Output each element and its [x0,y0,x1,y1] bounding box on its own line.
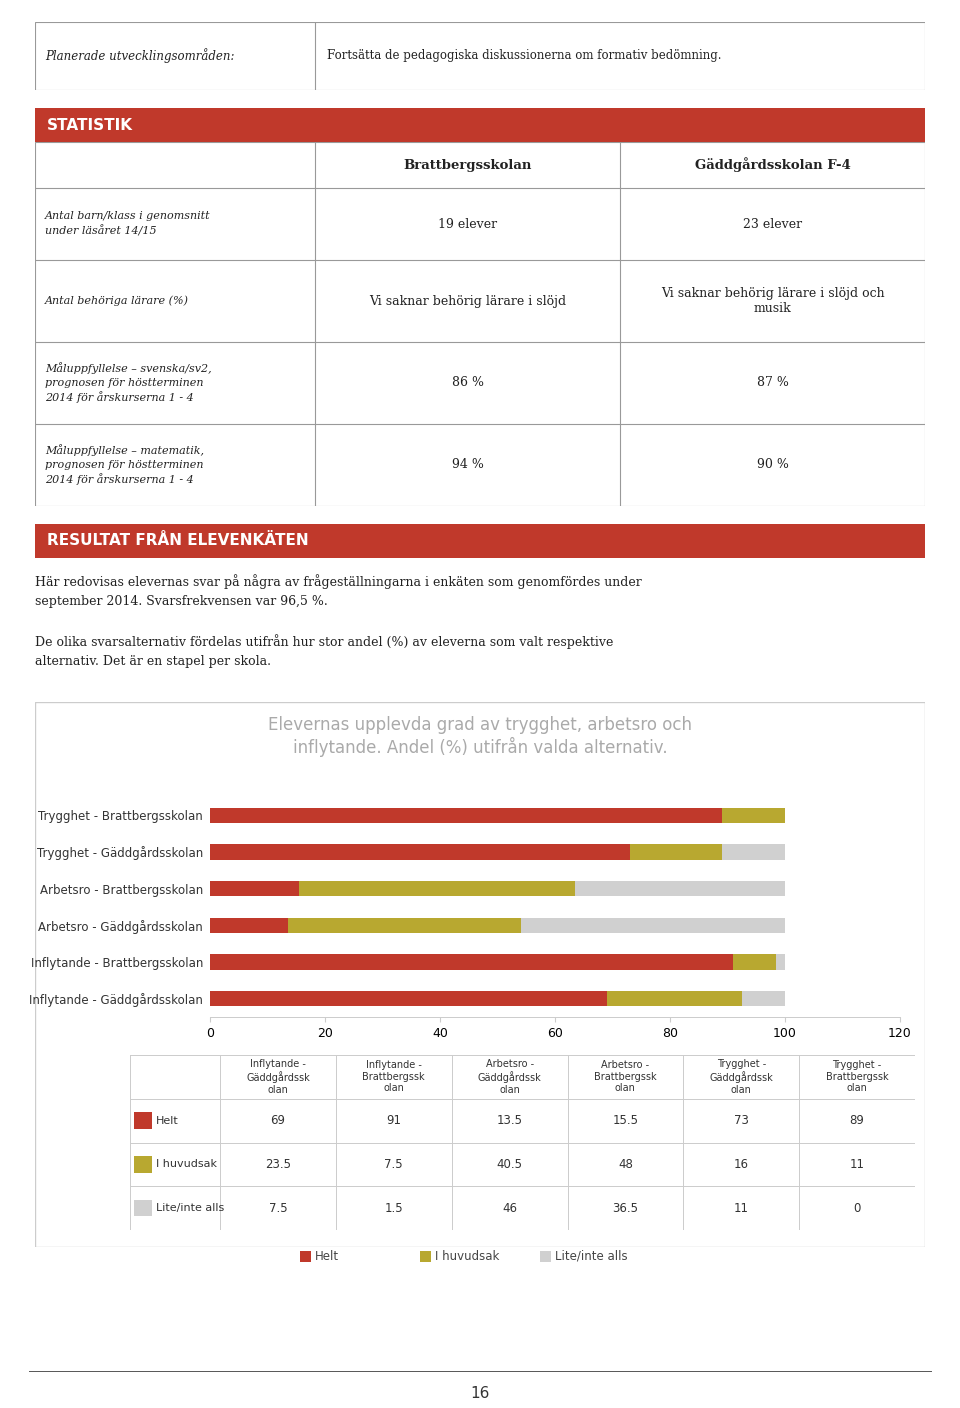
Text: Trygghet -
Gäddgårdssk
olan: Trygghet - Gäddgårdssk olan [709,1059,773,1094]
Text: Måluppfyllelse – matematik,
prognosen för höstterminen
2014 för årskurserna 1 - : Måluppfyllelse – matematik, prognosen fö… [45,445,204,486]
Text: De olika svarsalternativ fördelas utifrån hur stor andel (%) av eleverna som val: De olika svarsalternativ fördelas utifrå… [35,635,613,669]
Text: 69: 69 [271,1114,285,1128]
Text: 86 %: 86 % [451,376,484,390]
Text: 73: 73 [733,1114,749,1128]
Text: Fortsätta de pedagogiska diskussionerna om formativ bedömning.: Fortsätta de pedagogiska diskussionerna … [327,49,722,62]
Text: 89: 89 [850,1114,865,1128]
Text: Lite/inte alls: Lite/inte alls [555,1249,628,1263]
Text: Arbetsro -
Brattbergssk
olan: Arbetsro - Brattbergssk olan [594,1060,657,1094]
Text: 16: 16 [733,1157,749,1171]
Text: Antal behöriga lärare (%): Antal behöriga lärare (%) [45,296,189,307]
Text: Vi saknar behörig lärare i slöjd och
musik: Vi saknar behörig lärare i slöjd och mus… [660,287,884,315]
Text: 23.5: 23.5 [265,1157,291,1171]
Text: Lite/inte alls: Lite/inte alls [156,1202,224,1214]
Text: Elevernas upplevda grad av trygghet, arbetsro och
inflytande. Andel (%) utifrån : Elevernas upplevda grad av trygghet, arb… [268,715,692,758]
Bar [210,845,630,860]
Bar [722,845,785,860]
Text: Trygghet -
Brattbergssk
olan: Trygghet - Brattbergssk olan [826,1060,888,1094]
Text: 11: 11 [733,1201,749,1215]
Bar [630,845,722,860]
Bar [210,955,733,970]
Text: 36.5: 36.5 [612,1201,638,1215]
Bar [210,881,300,897]
Bar [288,918,520,934]
Text: 19 elever: 19 elever [438,217,497,231]
Text: Arbetsro -
Gäddgårdssk
olan: Arbetsro - Gäddgårdssk olan [478,1059,541,1094]
Text: Måluppfyllelse – svenska/sv2,
prognosen för höstterminen
2014 för årskurserna 1 : Måluppfyllelse – svenska/sv2, prognosen … [45,363,211,404]
Text: 94 %: 94 % [451,459,484,472]
Bar [134,1156,153,1173]
Text: RESULTAT FRÅN ELEVENKÄTEN: RESULTAT FRÅN ELEVENKÄTEN [47,534,308,549]
Text: 11: 11 [850,1157,865,1171]
Bar [210,991,607,1007]
Text: Här redovisas elevernas svar på några av frågeställningarna i enkäten som genomf: Här redovisas elevernas svar på några av… [35,574,641,608]
Bar [134,1112,153,1129]
Text: 48: 48 [618,1157,633,1171]
Bar [742,991,785,1007]
Text: Vi saknar behörig lärare i slöjd: Vi saknar behörig lärare i slöjd [369,294,566,307]
Bar [540,1250,551,1262]
Bar [733,955,777,970]
Bar [520,918,785,934]
Text: 16: 16 [470,1385,490,1401]
Text: 46: 46 [502,1201,517,1215]
Text: Planerade utvecklingsområden:: Planerade utvecklingsområden: [45,48,234,63]
Text: I huvudsak: I huvudsak [156,1159,217,1170]
Text: 40.5: 40.5 [496,1157,522,1171]
Bar [300,881,575,897]
Text: 91: 91 [386,1114,401,1128]
Text: Helt: Helt [315,1249,339,1263]
Text: Inflytande -
Brattbergssk
olan: Inflytande - Brattbergssk olan [363,1060,425,1094]
Text: Gäddgårdsskolan F-4: Gäddgårdsskolan F-4 [695,158,851,172]
Text: 90 %: 90 % [756,459,788,472]
Bar [777,955,785,970]
Bar [420,1250,431,1262]
Text: 1.5: 1.5 [384,1201,403,1215]
Text: Brattbergsskolan: Brattbergsskolan [403,159,532,172]
Bar [134,1200,153,1217]
Bar [210,918,288,934]
Text: Antal barn/klass i genomsnitt
under läsåret 14/15: Antal barn/klass i genomsnitt under läså… [45,211,210,237]
Bar [722,808,785,824]
Text: 87 %: 87 % [756,376,788,390]
Bar [300,1250,311,1262]
Text: STATISTIK: STATISTIK [47,117,132,132]
Text: 7.5: 7.5 [384,1157,403,1171]
Text: Inflytande -
Gäddgårdssk
olan: Inflytande - Gäddgårdssk olan [246,1059,310,1094]
Text: 15.5: 15.5 [612,1114,638,1128]
Text: 23 elever: 23 elever [743,217,802,231]
Bar [607,991,742,1007]
Text: 0: 0 [853,1201,861,1215]
Text: Helt: Helt [156,1115,179,1125]
Text: 7.5: 7.5 [269,1201,287,1215]
Bar [210,808,722,824]
Bar [575,881,785,897]
Text: 13.5: 13.5 [496,1114,522,1128]
Text: I huvudsak: I huvudsak [435,1249,499,1263]
